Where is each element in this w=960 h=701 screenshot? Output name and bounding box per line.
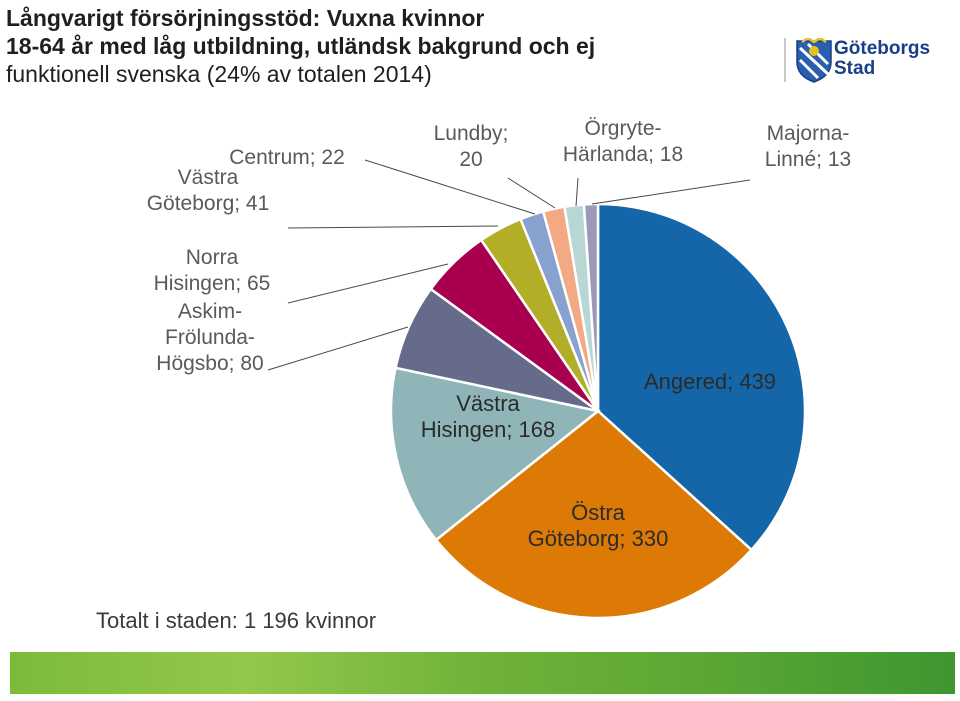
slice-label-8: Lundby; 20 [434,122,509,171]
footer-band [10,652,955,694]
leader-line-10 [591,179,751,205]
title-line-1: Långvarigt försörjningsstöd: Vuxna kvinn… [6,5,485,31]
leader-lines [267,159,751,371]
slice-label-6: Västra Göteborg; 41 [147,166,270,215]
pie-slices [389,202,807,620]
slice-label-5: Norra Hisingen; 65 [154,246,271,295]
slice-label-9: Örgryte-Härlanda; 18 [563,117,683,166]
pie-slice-2 [434,409,754,620]
chart-title: Långvarigt försörjningsstöd: Vuxna kvinn… [6,4,746,88]
slice-label-4: Askim-Frölunda-Högsbo; 80 [156,300,263,375]
title-line-2: 18-64 år med låg utbildning, utländsk ba… [6,33,596,59]
leader-line-6 [287,225,499,229]
pie-slice-10 [582,202,600,412]
logo-line-2: Stad [834,58,876,79]
slice-label-3: Västra Hisingen; 168 [421,391,556,442]
logo-divider [784,38,786,82]
pie-slice-3 [389,366,601,542]
slice-label-1: Angered; 439 [644,369,776,394]
logo-text: Göteborgs Stad [834,39,930,79]
slice-labels: Angered; 439 Östra Göteborg; 330 Västra Hisi… [147,117,852,551]
title-line-3: funktionell svenska (24% av totalen 2014… [6,61,432,87]
leader-line-5 [287,263,449,304]
goteborgs-stad-logo: Göteborgs Stad [784,36,944,86]
pie-slice-1 [596,202,807,552]
slice-label-7: Centrum; 22 [229,146,345,169]
slice-label-2: Östra Göteborg; 330 [528,500,669,551]
total-label: Totalt i staden: 1 196 kvinnor [96,608,377,633]
logo-line-1: Göteborgs [834,38,931,59]
leader-line-8 [507,177,556,209]
slice-label-10: Majorna-Linné; 13 [765,122,851,171]
leader-line-4 [267,326,409,371]
city-crest-icon [796,38,832,83]
leader-line-7 [364,159,536,215]
leader-line-9 [575,177,579,207]
